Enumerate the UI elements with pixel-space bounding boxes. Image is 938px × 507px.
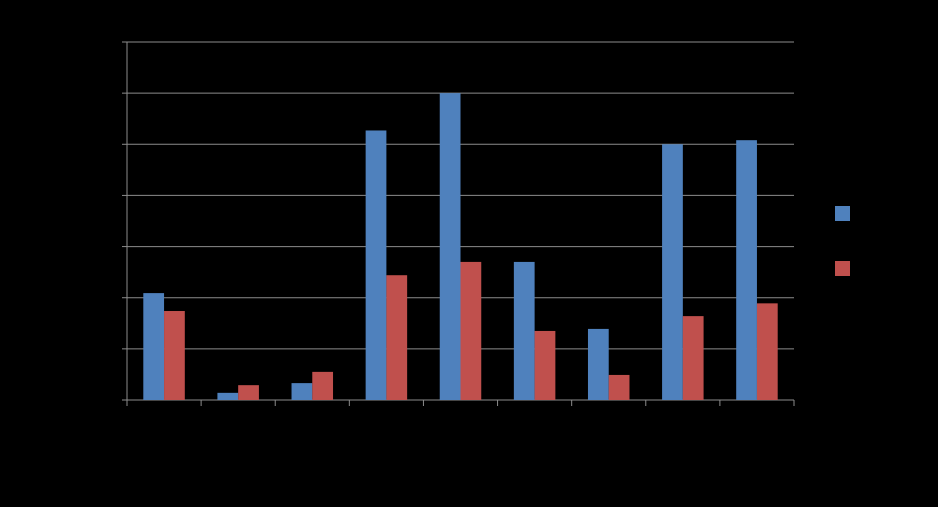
bar xyxy=(386,275,408,400)
bar xyxy=(662,144,683,400)
y-tick-label: 20 xyxy=(104,290,118,304)
legend-swatch xyxy=(835,206,850,221)
bar xyxy=(534,330,556,400)
bar xyxy=(439,93,461,401)
bar xyxy=(291,383,313,400)
y-tick-label: 10 xyxy=(104,341,118,355)
bar xyxy=(608,374,630,400)
bar xyxy=(238,385,259,400)
y-tick-label: 70 xyxy=(104,34,118,48)
bar xyxy=(460,261,482,400)
bar xyxy=(312,371,334,400)
bar xyxy=(217,392,239,400)
bar xyxy=(587,328,609,400)
y-tick-label: 0 xyxy=(110,392,117,406)
y-tick-label: 50 xyxy=(104,136,118,150)
y-tick-label: 40 xyxy=(104,188,118,202)
bar xyxy=(365,130,387,400)
bar xyxy=(682,316,704,400)
bar xyxy=(164,311,185,400)
bar xyxy=(736,140,757,401)
legend-swatch xyxy=(835,261,850,276)
bar xyxy=(756,303,778,400)
bar xyxy=(143,293,165,400)
y-tick-label: 60 xyxy=(104,85,118,99)
bar xyxy=(513,261,535,400)
y-tick-label: 30 xyxy=(104,239,118,253)
